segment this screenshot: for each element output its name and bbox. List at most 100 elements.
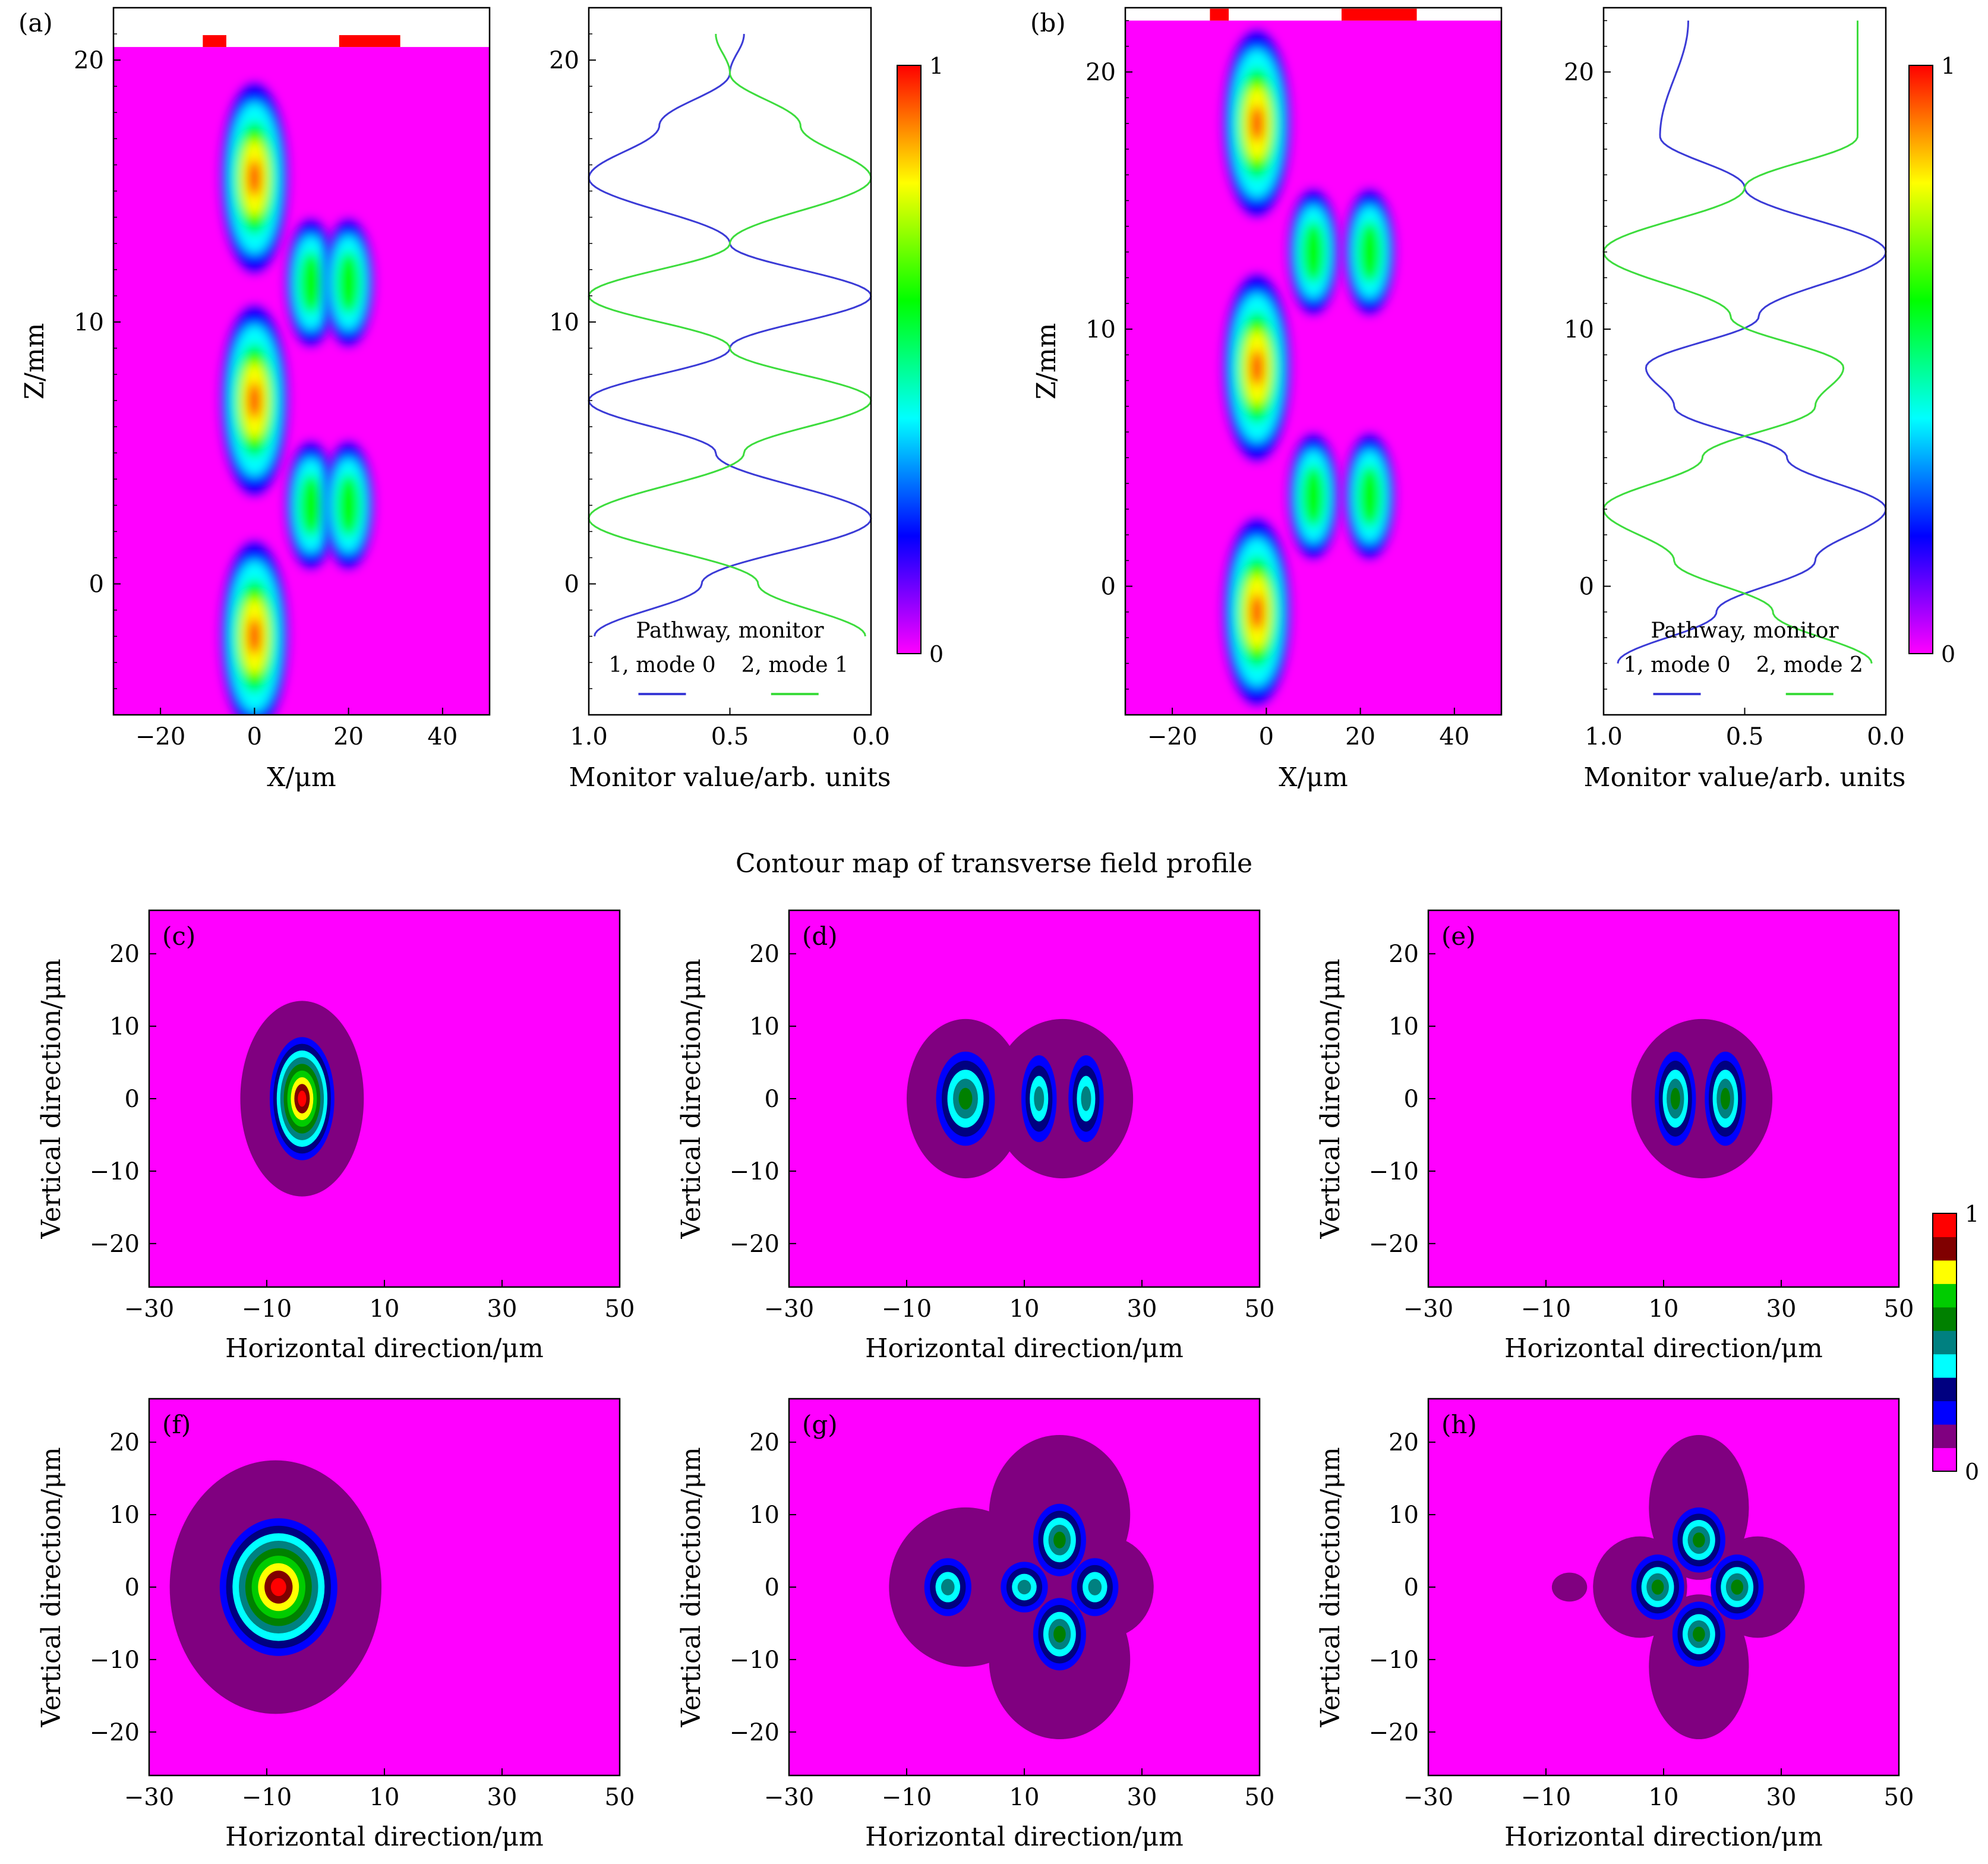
y-axis-label: Vertical direction/μm	[676, 1447, 706, 1727]
y-tick-label: −10	[730, 1158, 780, 1185]
waveguide-marker	[203, 35, 226, 48]
contour-level	[1034, 1086, 1045, 1111]
y-tick-label: −10	[1369, 1158, 1419, 1185]
contour-level	[1670, 1087, 1680, 1110]
x-tick-label: 30	[1766, 1784, 1797, 1811]
x-axis-label: Horizontal direction/μm	[225, 1822, 544, 1852]
x-tick-label: 10	[1009, 1784, 1040, 1811]
field-maximum	[1345, 434, 1394, 559]
y-tick-label: 20	[1564, 59, 1594, 86]
x-tick-label: −30	[764, 1295, 814, 1323]
contour-panel: −30 −10 10 30 50 20 10 0 −10 −20 Horizontal direct…	[36, 909, 635, 1364]
y-tick-label: 20	[749, 1429, 780, 1456]
x-tick-label: 20	[1345, 723, 1375, 750]
x-tick-label: −30	[124, 1784, 174, 1811]
x-tick-label: 0.5	[711, 723, 749, 750]
field-level	[248, 381, 261, 420]
x-tick-label: −30	[1403, 1784, 1453, 1811]
contour-level	[1731, 1579, 1744, 1595]
y-tick-label: 0	[1404, 1086, 1419, 1113]
field-level	[1364, 481, 1376, 512]
contour-level	[1017, 1579, 1031, 1595]
x-axis-label: X/μm	[1279, 762, 1348, 793]
x-axis-label: X/μm	[267, 762, 336, 793]
x-tick-label: 1.0	[570, 723, 608, 750]
y-axis-label: Vertical direction/μm	[1315, 1447, 1346, 1727]
contour-field	[1631, 1018, 1773, 1179]
x-tick-label: 30	[487, 1295, 517, 1323]
field-level	[248, 617, 261, 655]
series-line	[1617, 20, 1887, 664]
section-title: Contour map of transverse field profile	[736, 849, 1252, 879]
panel-label: (h)	[1441, 1410, 1477, 1439]
series-line	[1602, 20, 1873, 664]
y-tick-label: 20	[74, 47, 104, 74]
colorbar-step	[1933, 1260, 1957, 1284]
heatmap-background	[113, 47, 490, 715]
panel-label: (b)	[1030, 8, 1066, 37]
x-tick-label: 50	[1884, 1295, 1914, 1323]
field-maximum	[286, 220, 336, 346]
y-tick-label: 0	[125, 1086, 140, 1113]
contour-level	[1081, 1086, 1091, 1111]
field-level	[342, 489, 355, 521]
colorbar-frame	[897, 65, 922, 654]
y-tick-label: −20	[90, 1719, 140, 1746]
y-tick-label: −10	[90, 1158, 140, 1185]
x-tick-label: −10	[1521, 1784, 1571, 1811]
contour-halo	[1631, 1018, 1773, 1179]
x-tick-label: −20	[135, 723, 185, 750]
field-maximum	[221, 83, 288, 273]
contour-level	[1053, 1531, 1066, 1548]
y-tick-label: 20	[549, 47, 579, 74]
legend-entry: 1, mode 0	[608, 653, 715, 677]
field-level	[248, 159, 261, 197]
y-tick-label: −20	[90, 1231, 140, 1258]
colorbar: 10	[1932, 1201, 1979, 1485]
x-tick-label: 30	[487, 1784, 517, 1811]
contour-field	[240, 1001, 364, 1197]
x-tick-label: 40	[427, 723, 457, 750]
field-maximum	[1289, 190, 1338, 314]
heatmap-field	[221, 83, 373, 715]
contour-level	[1693, 1626, 1705, 1642]
contour-level	[270, 1578, 286, 1597]
contour-level	[1088, 1579, 1102, 1595]
plot-area	[589, 8, 871, 715]
contour-field	[889, 1434, 1154, 1740]
heatmap-field	[1224, 30, 1394, 705]
contour-panel: −30 −10 10 30 50 20 10 0 −10 −20 Horizontal direct…	[676, 909, 1274, 1364]
colorbar-fill	[1909, 65, 1933, 654]
contour-level	[1053, 1626, 1066, 1643]
colorbar-min-label: 0	[1965, 1459, 1979, 1485]
series-line	[588, 34, 872, 637]
colorbar-fill	[897, 65, 921, 654]
y-tick-label: 20	[1389, 941, 1419, 968]
x-tick-label: 30	[1127, 1784, 1157, 1811]
colorbar-step	[1933, 1283, 1957, 1308]
plot-area	[1604, 8, 1886, 715]
x-tick-label: 10	[1009, 1295, 1040, 1323]
panel-b-monitor: 1.0 0.5 0.0 0 10 20 Monitor value/arb. units Pa…	[1564, 7, 1905, 793]
colorbar-step	[1933, 1447, 1957, 1472]
colorbar-max-label: 1	[1965, 1201, 1979, 1227]
field-maximum	[1345, 190, 1394, 314]
y-tick-label: 10	[549, 309, 579, 336]
contour-level	[1651, 1579, 1664, 1595]
x-axis-label: Horizontal direction/μm	[1504, 1822, 1823, 1852]
y-tick-label: −20	[1369, 1719, 1419, 1746]
x-tick-label: 0	[1259, 723, 1274, 750]
field-maximum	[1224, 275, 1290, 461]
y-axis-label: Z/mm	[20, 323, 50, 400]
panel-a-monitor: 1.0 0.5 0.0 0 10 20 Monitor value/arb. units Pa…	[549, 7, 891, 793]
panel-label: (c)	[162, 922, 195, 951]
x-tick-label: −10	[1521, 1295, 1571, 1323]
y-tick-label: 10	[749, 1502, 780, 1529]
y-tick-label: −10	[90, 1647, 140, 1674]
x-tick-label: 40	[1439, 723, 1469, 750]
x-tick-label: 30	[1766, 1295, 1797, 1323]
series-line	[588, 34, 872, 637]
colorbar-step	[1933, 1424, 1957, 1449]
heatmap-background	[1125, 20, 1501, 715]
